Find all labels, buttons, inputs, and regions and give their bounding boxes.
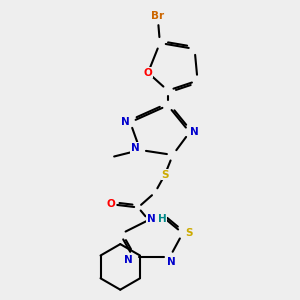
Text: N: N (124, 255, 133, 265)
Text: N: N (190, 127, 199, 137)
Text: N: N (121, 117, 130, 127)
Text: Br: Br (152, 11, 164, 21)
Text: H: H (158, 214, 166, 224)
Text: S: S (185, 228, 192, 238)
Text: N: N (167, 257, 176, 267)
Text: S: S (161, 170, 169, 180)
Text: O: O (144, 68, 152, 78)
Text: O: O (107, 200, 116, 209)
Text: N: N (131, 143, 140, 153)
Text: N: N (147, 214, 155, 224)
